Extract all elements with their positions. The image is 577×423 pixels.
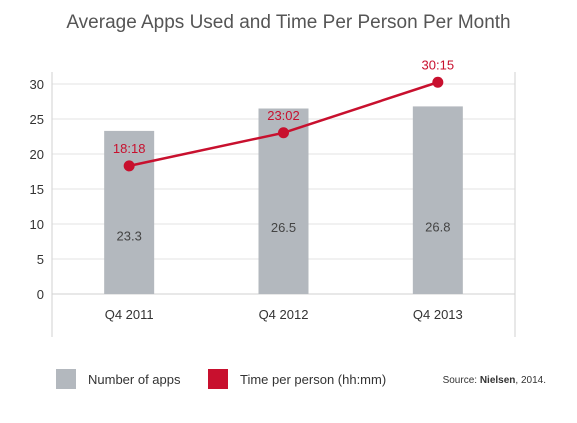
y-tick-label: 15 xyxy=(30,182,44,197)
bar xyxy=(412,106,463,295)
bar xyxy=(104,130,155,294)
line-value-label: 23:02 xyxy=(267,108,300,123)
source-name: Nielsen xyxy=(479,375,516,386)
y-tick-label: 25 xyxy=(30,112,44,127)
x-tick-label: Q4 2013 xyxy=(413,307,463,322)
y-tick-label: 0 xyxy=(37,287,44,302)
line-point xyxy=(432,76,444,88)
y-tick-label: 20 xyxy=(30,147,44,162)
line-value-label: 18:18 xyxy=(113,141,146,156)
x-tick-label: Q4 2011 xyxy=(105,307,154,322)
source-note: Source: Nielsen, 2014. xyxy=(443,375,546,386)
x-tick-label: Q4 2012 xyxy=(259,307,309,322)
y-tick-label: 10 xyxy=(30,217,44,232)
bar-value-label: 23.3 xyxy=(117,228,142,243)
y-tick-label: 5 xyxy=(37,252,44,267)
chart-title: Average Apps Used and Time Per Person Pe… xyxy=(66,12,511,33)
bar-value-label: 26.5 xyxy=(271,220,296,235)
source-prefix: Source: xyxy=(442,375,480,386)
bar-value-label: 26.8 xyxy=(425,219,450,234)
legend-item-time: Time per person (hh:mm) xyxy=(208,369,386,389)
legend-label-apps: Number of apps xyxy=(88,371,181,387)
line-point xyxy=(123,160,135,172)
y-tick-label: 30 xyxy=(30,77,44,92)
line-point xyxy=(278,127,289,139)
legend-label-time: Time per person (hh:mm) xyxy=(240,371,387,387)
legend-swatch-apps xyxy=(56,369,76,389)
legend-item-apps: Number of apps xyxy=(56,369,181,389)
line-value-label: 30:15 xyxy=(422,57,455,72)
legend-swatch-time xyxy=(208,369,228,389)
bar xyxy=(258,108,309,294)
legend: Number of apps Time per person (hh:mm) S… xyxy=(56,369,546,395)
source-suffix: , 2014. xyxy=(515,375,546,386)
